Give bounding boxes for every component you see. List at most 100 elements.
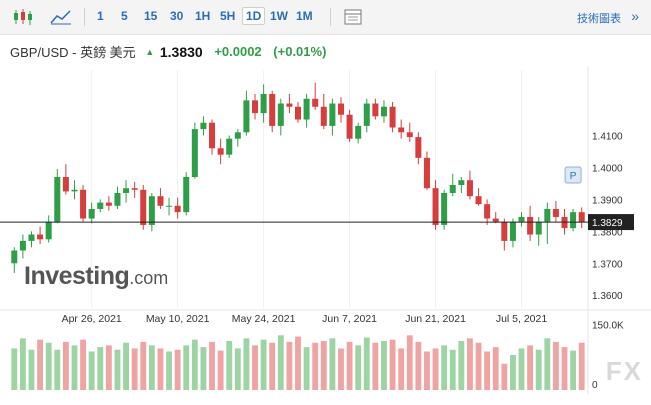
y-tick-label: 1.3700 [592, 259, 623, 270]
candle-up [183, 177, 190, 213]
volume-bar [415, 341, 422, 390]
volume-bar [329, 338, 336, 390]
last-price-tag [588, 214, 634, 231]
timeframe-1h-button[interactable]: 1H [195, 9, 211, 23]
volume-bar [286, 341, 293, 390]
volume-bar [424, 351, 430, 390]
volume-bar [527, 345, 534, 390]
volume-bar [363, 337, 370, 390]
area-chart-icon[interactable] [50, 8, 72, 26]
timeframe-15m-button[interactable]: 15 [144, 9, 158, 23]
volume-bar [37, 339, 44, 390]
candle-up [303, 98, 310, 120]
timeframe-1w-button[interactable]: 1W [270, 9, 288, 23]
candle-down [80, 189, 87, 219]
volume-bar [535, 349, 542, 390]
candle-down [578, 212, 585, 223]
candle-down [269, 93, 276, 126]
candle-down [346, 114, 353, 139]
timeframe-30m-button[interactable]: 30 [170, 9, 184, 23]
volume-bar [467, 338, 473, 390]
candle-down [527, 216, 534, 235]
x-tick-label: May 10, 2021 [146, 313, 210, 325]
timeframe-5m-button[interactable]: 5 [121, 9, 128, 23]
volume-bar [209, 341, 215, 390]
candle-down [372, 103, 379, 117]
volume-bar [217, 350, 224, 390]
y-tick-label: 1.4100 [592, 131, 623, 142]
x-tick-label: May 24, 2021 [232, 313, 296, 325]
candle-down [501, 221, 508, 241]
timeframe-5h-button[interactable]: 5H [220, 9, 236, 23]
candle-down [105, 202, 112, 206]
candle-down [320, 106, 327, 126]
event-marker [564, 166, 582, 184]
table-icon[interactable] [343, 8, 363, 26]
volume-bar [312, 342, 319, 390]
candle-up [380, 106, 387, 117]
volume-bar [510, 355, 516, 390]
volume-bar [501, 363, 508, 390]
instrument-header: GBP/USD - 英鎊 美元 ▲ 1.3830 +0.0002 (+0.01%… [10, 42, 326, 62]
expand-arrow-icon[interactable]: » [631, 8, 639, 24]
candle-down [37, 234, 44, 240]
volume-bar [355, 345, 362, 390]
x-tick-label: Jul 5, 2021 [496, 313, 548, 325]
candle-down [312, 98, 319, 107]
y-tick-label: 1.4000 [592, 163, 623, 174]
candle-down [286, 103, 293, 107]
volume-bar [372, 342, 379, 390]
y-tick-label: 1.3600 [592, 291, 623, 302]
candle-down [157, 196, 164, 206]
candle-down [398, 127, 405, 133]
candle-up [363, 103, 370, 126]
last-price-label: 1.3829 [592, 218, 623, 229]
x-tick-label: Jun 7, 2021 [322, 313, 377, 325]
candle-up [544, 208, 551, 222]
volume-bar [561, 347, 568, 390]
candle-down [131, 188, 138, 190]
candle-down [217, 148, 224, 155]
volume-bar [200, 347, 207, 390]
volume-bar [578, 342, 585, 390]
volume-bar [71, 345, 78, 390]
candle-down [475, 196, 482, 205]
candle-up [191, 129, 198, 178]
volume-axis-label: 150.0K [592, 320, 624, 331]
candle-up [234, 132, 241, 139]
last-price: 1.3830 [159, 43, 203, 60]
candle-down [484, 204, 491, 219]
timeframe-1d-button[interactable]: 1D [242, 7, 266, 25]
candle-up [518, 216, 525, 222]
instrument-name: GBP/USD - 英鎊 美元 [10, 45, 136, 60]
volume-bar [398, 348, 405, 390]
volume-bar [157, 348, 164, 390]
timeframe-1m-button[interactable]: 1 [97, 9, 104, 23]
timeframe-1mo-button[interactable]: 1M [296, 9, 313, 23]
candle-up [535, 221, 542, 235]
technical-chart-link[interactable]: 技術圖表 [577, 13, 621, 25]
toolbar-divider [84, 8, 85, 26]
volume-bar [45, 342, 52, 390]
candle-up [277, 103, 284, 126]
candle-up [123, 188, 130, 193]
y-tick-label: 1.3800 [592, 227, 623, 238]
candle-down [415, 137, 422, 158]
x-tick-label: Jun 21, 2021 [405, 313, 466, 325]
candle-up [19, 240, 26, 251]
volume-bar [260, 339, 267, 390]
fx-watermark: FX [605, 356, 643, 386]
candle-up [114, 192, 121, 206]
candle-down [252, 100, 259, 114]
volume-bar [484, 351, 491, 390]
toolbar-divider [330, 8, 331, 26]
volume-bar [458, 341, 465, 390]
candle-down [140, 189, 147, 225]
volume-bar [11, 348, 18, 390]
candlestick-chart-icon[interactable] [12, 8, 34, 26]
candle-up [11, 250, 18, 264]
volume-bar [97, 347, 104, 390]
volume-bar [226, 341, 233, 390]
candle-up [509, 221, 516, 241]
